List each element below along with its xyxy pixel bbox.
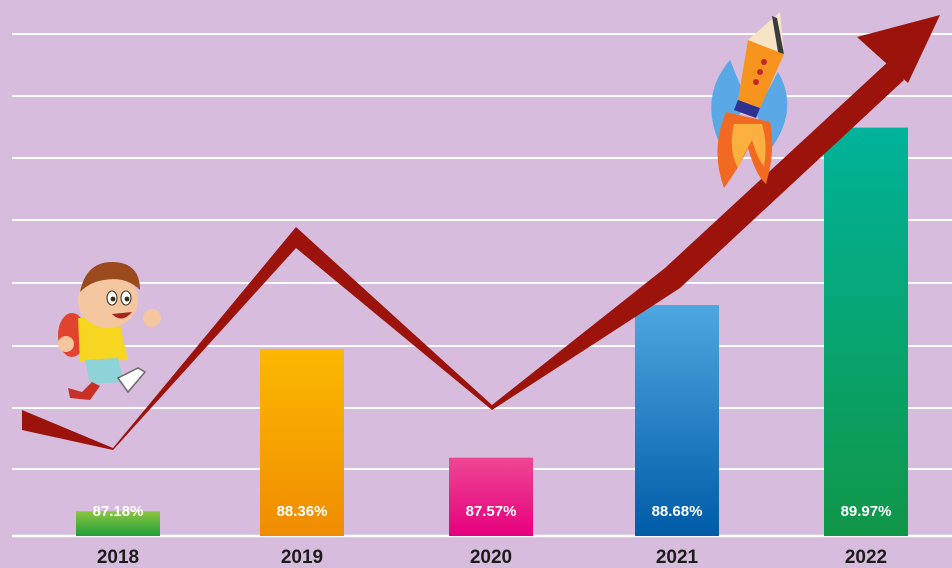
bar-2021 xyxy=(635,305,719,536)
pencil-rocket-illustration xyxy=(711,12,788,188)
x-tick-label-2021: 2021 xyxy=(656,547,699,568)
bar-2018 xyxy=(76,511,160,536)
bar-2019 xyxy=(260,349,344,536)
data-label-2021: 88.68% xyxy=(652,503,703,520)
running-boy-illustration xyxy=(58,262,161,400)
x-tick-label-2020: 2020 xyxy=(470,547,512,568)
trend-arrow-head xyxy=(857,15,940,83)
data-label-2020: 87.57% xyxy=(466,503,517,520)
data-label-2022: 89.97% xyxy=(841,503,892,520)
data-label-2018: 87.18% xyxy=(93,503,144,520)
bars xyxy=(76,127,908,536)
data-labels: 87.18% 88.36% 87.57% 88.68% 89.97% xyxy=(93,503,892,520)
x-axis-tick-labels: 2018 2019 2020 2021 2022 xyxy=(97,547,887,568)
x-tick-label-2018: 2018 xyxy=(97,547,139,568)
x-tick-label-2022: 2022 xyxy=(845,547,887,568)
data-label-2019: 88.36% xyxy=(277,503,328,520)
x-tick-label-2019: 2019 xyxy=(281,547,323,568)
bar-2022 xyxy=(824,127,908,536)
trend-arrow xyxy=(22,15,940,450)
bar-2020 xyxy=(449,457,533,536)
